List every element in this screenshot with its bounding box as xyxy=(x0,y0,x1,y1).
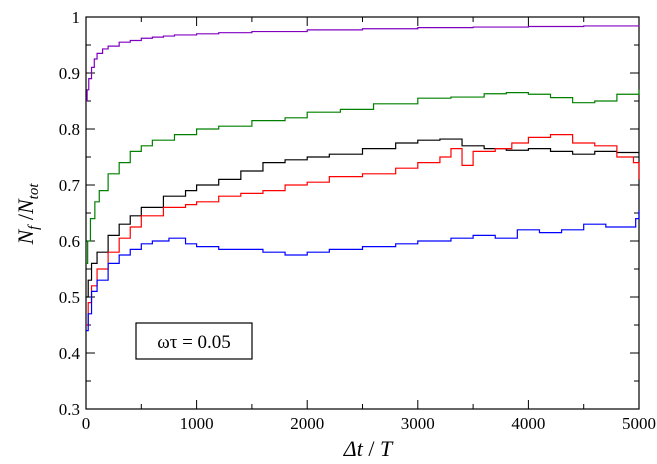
x-tick-label: 2000 xyxy=(290,414,324,433)
annotation-text: ωτ = 0.05 xyxy=(157,332,231,353)
x-tick-label: 1000 xyxy=(180,414,214,433)
x-axis-label-sep: / xyxy=(363,436,380,461)
y-axis-label: Nf /Ntot xyxy=(13,183,42,246)
x-tick-label: 3000 xyxy=(401,414,435,433)
series-line-1 xyxy=(86,25,640,102)
x-tick-label: 4000 xyxy=(511,414,545,433)
annotation-box: ωτ = 0.05 xyxy=(135,322,253,360)
y-tick-label: 0.9 xyxy=(59,64,80,83)
y-axis-label-sep: / xyxy=(13,213,38,226)
series-line-2 xyxy=(86,89,640,264)
y-axis-label-sub2: tot xyxy=(26,183,42,200)
series-line-4 xyxy=(86,134,640,326)
y-axis-label-n1: N xyxy=(13,229,38,246)
y-tick-label: 1 xyxy=(72,8,81,27)
y-tick-label: 0.8 xyxy=(59,120,80,139)
y-axis-label-sub1: f xyxy=(26,224,42,230)
y-tick-label: 0.3 xyxy=(59,400,80,419)
y-tick-label: 0.6 xyxy=(59,232,80,251)
x-tick-label: 0 xyxy=(82,414,91,433)
x-tick-label: 5000 xyxy=(622,414,656,433)
x-axis-label-main: Δt xyxy=(343,436,364,461)
y-tick-label: 0.4 xyxy=(59,344,81,363)
series-line-5 xyxy=(86,210,640,332)
x-axis-label: Δt / T xyxy=(343,436,394,461)
y-axis-label-n2: N xyxy=(13,198,38,215)
y-tick-label: 0.5 xyxy=(59,288,80,307)
series-line-3 xyxy=(86,138,639,298)
x-axis-label-var: T xyxy=(380,436,394,461)
y-tick-label: 0.7 xyxy=(59,176,81,195)
